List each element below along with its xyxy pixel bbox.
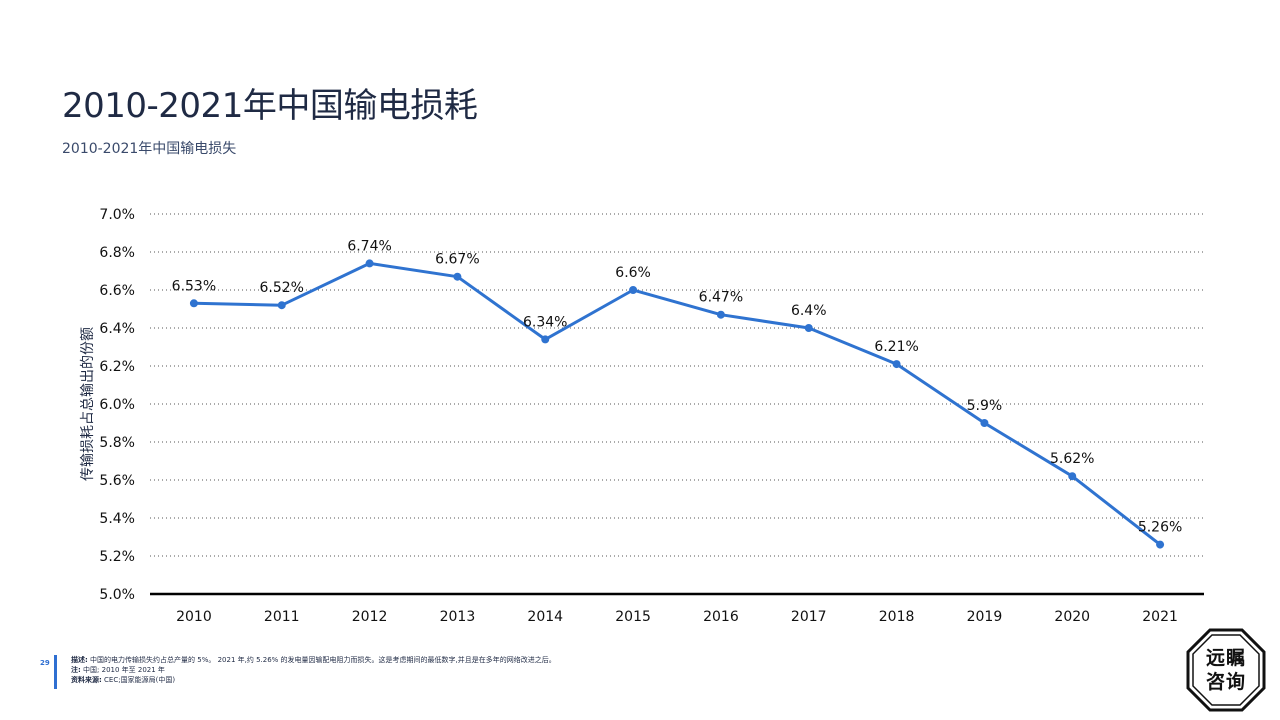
x-tick-label: 2014 <box>527 609 563 625</box>
description-label: 描述: <box>71 656 88 664</box>
y-tick-label: 5.2% <box>99 549 135 565</box>
y-tick-label: 6.6% <box>99 283 135 299</box>
footer-description: 描述: 中国的电力传输损失约占总产量的 5%。 2021 年,约 5.26% 的… <box>71 655 556 665</box>
logo-text: 远瞩 咨询 <box>1186 646 1266 694</box>
y-tick-label: 5.4% <box>99 511 135 527</box>
x-tick-label: 2015 <box>615 609 651 625</box>
page-subtitle: 2010-2021年中国输电损失 <box>62 141 237 157</box>
data-label: 6.34% <box>523 314 567 330</box>
source-label: 资料来源: <box>71 676 102 684</box>
data-point <box>629 286 638 294</box>
y-tick-label: 7.0% <box>99 207 135 223</box>
series-line-path <box>193 261 1162 546</box>
data-label: 5.62% <box>1050 451 1094 467</box>
logo-line-2: 咨询 <box>1205 671 1246 693</box>
x-tick-label: 2019 <box>967 609 1003 625</box>
data-point <box>189 299 198 308</box>
data-label: 6.52% <box>260 280 304 296</box>
line-chart: 5.0% 5.2% 5.4% 5.6% 5.8% 6.0% 6.2% 6.4% 6.6% 6.8%… <box>80 207 1204 625</box>
data-label: 5.9% <box>967 398 1003 414</box>
data-label: 6.4% <box>791 303 827 319</box>
y-tick-label: 6.8% <box>99 245 135 261</box>
x-tick-label: 2020 <box>1054 609 1090 625</box>
footer-note: 注: 中国; 2010 年至 2021 年 <box>71 665 556 675</box>
x-tick-label: 2012 <box>352 609 388 625</box>
data-label: 6.47% <box>699 290 743 306</box>
data-point <box>804 324 813 332</box>
note-label: 注: <box>71 666 81 674</box>
x-tick-label: 2017 <box>791 609 827 625</box>
data-point <box>541 335 550 344</box>
data-point <box>365 259 374 268</box>
logo-line-1: 远瞩 <box>1205 647 1246 669</box>
y-tick-label: 6.0% <box>99 397 135 413</box>
x-tick-label: 2010 <box>176 609 212 625</box>
x-tick-label: 2021 <box>1142 609 1178 625</box>
logo-octagon-icon <box>1186 628 1266 712</box>
grid-lines <box>150 213 1204 557</box>
data-label: 5.26% <box>1138 520 1182 536</box>
description-text: 中国的电力传输损失约占总产量的 5%。 2021 年,约 5.26% 的发电量因… <box>90 656 556 664</box>
y-tick-label: 5.6% <box>99 473 135 489</box>
data-point <box>277 301 286 310</box>
x-tick-label: 2016 <box>703 609 739 625</box>
data-label: 6.74% <box>347 238 391 254</box>
x-tick-label: 2018 <box>879 609 915 625</box>
note-text: 中国; 2010 年至 2021 年 <box>83 666 165 674</box>
page-number: 29 <box>40 659 50 667</box>
footer-notes: 描述: 中国的电力传输损失约占总产量的 5%。 2021 年,约 5.26% 的… <box>54 655 556 689</box>
data-point <box>1156 540 1165 549</box>
source-text: CEC;国家能源局(中国) <box>104 676 176 684</box>
y-tick-label: 5.8% <box>99 435 135 451</box>
footer-source: 资料来源: CEC;国家能源局(中国) <box>71 675 556 685</box>
data-points <box>189 259 1165 549</box>
data-label: 6.6% <box>615 265 651 281</box>
axes: 5.0% 5.2% 5.4% 5.6% 5.8% 6.0% 6.2% 6.4% 6.6% 6.8%… <box>80 207 1204 625</box>
data-point <box>892 360 901 369</box>
data-labels: 6.53% 6.52% 6.74% 6.67% 6.34% 6.6% 6.47% 6.4% 6.… <box>172 238 1183 535</box>
data-label: 6.67% <box>435 252 479 268</box>
data-point <box>453 272 462 281</box>
y-tick-label: 6.4% <box>99 321 135 337</box>
series-line <box>193 261 1162 546</box>
data-point <box>716 310 725 319</box>
y-axis-label: 传输损耗占总输出的份额 <box>80 327 96 481</box>
data-label: 6.53% <box>172 278 216 294</box>
data-label: 6.21% <box>874 339 918 355</box>
data-point <box>980 419 989 427</box>
page-title: 2010-2021年中国输电损耗 <box>62 86 478 126</box>
data-point <box>1068 472 1077 481</box>
x-tick-label: 2011 <box>264 609 300 625</box>
x-tick-label: 2013 <box>440 609 476 625</box>
y-tick-label: 6.2% <box>99 359 135 375</box>
company-logo: 远瞩 咨询 <box>1186 628 1266 712</box>
y-tick-label: 5.0% <box>99 587 135 603</box>
